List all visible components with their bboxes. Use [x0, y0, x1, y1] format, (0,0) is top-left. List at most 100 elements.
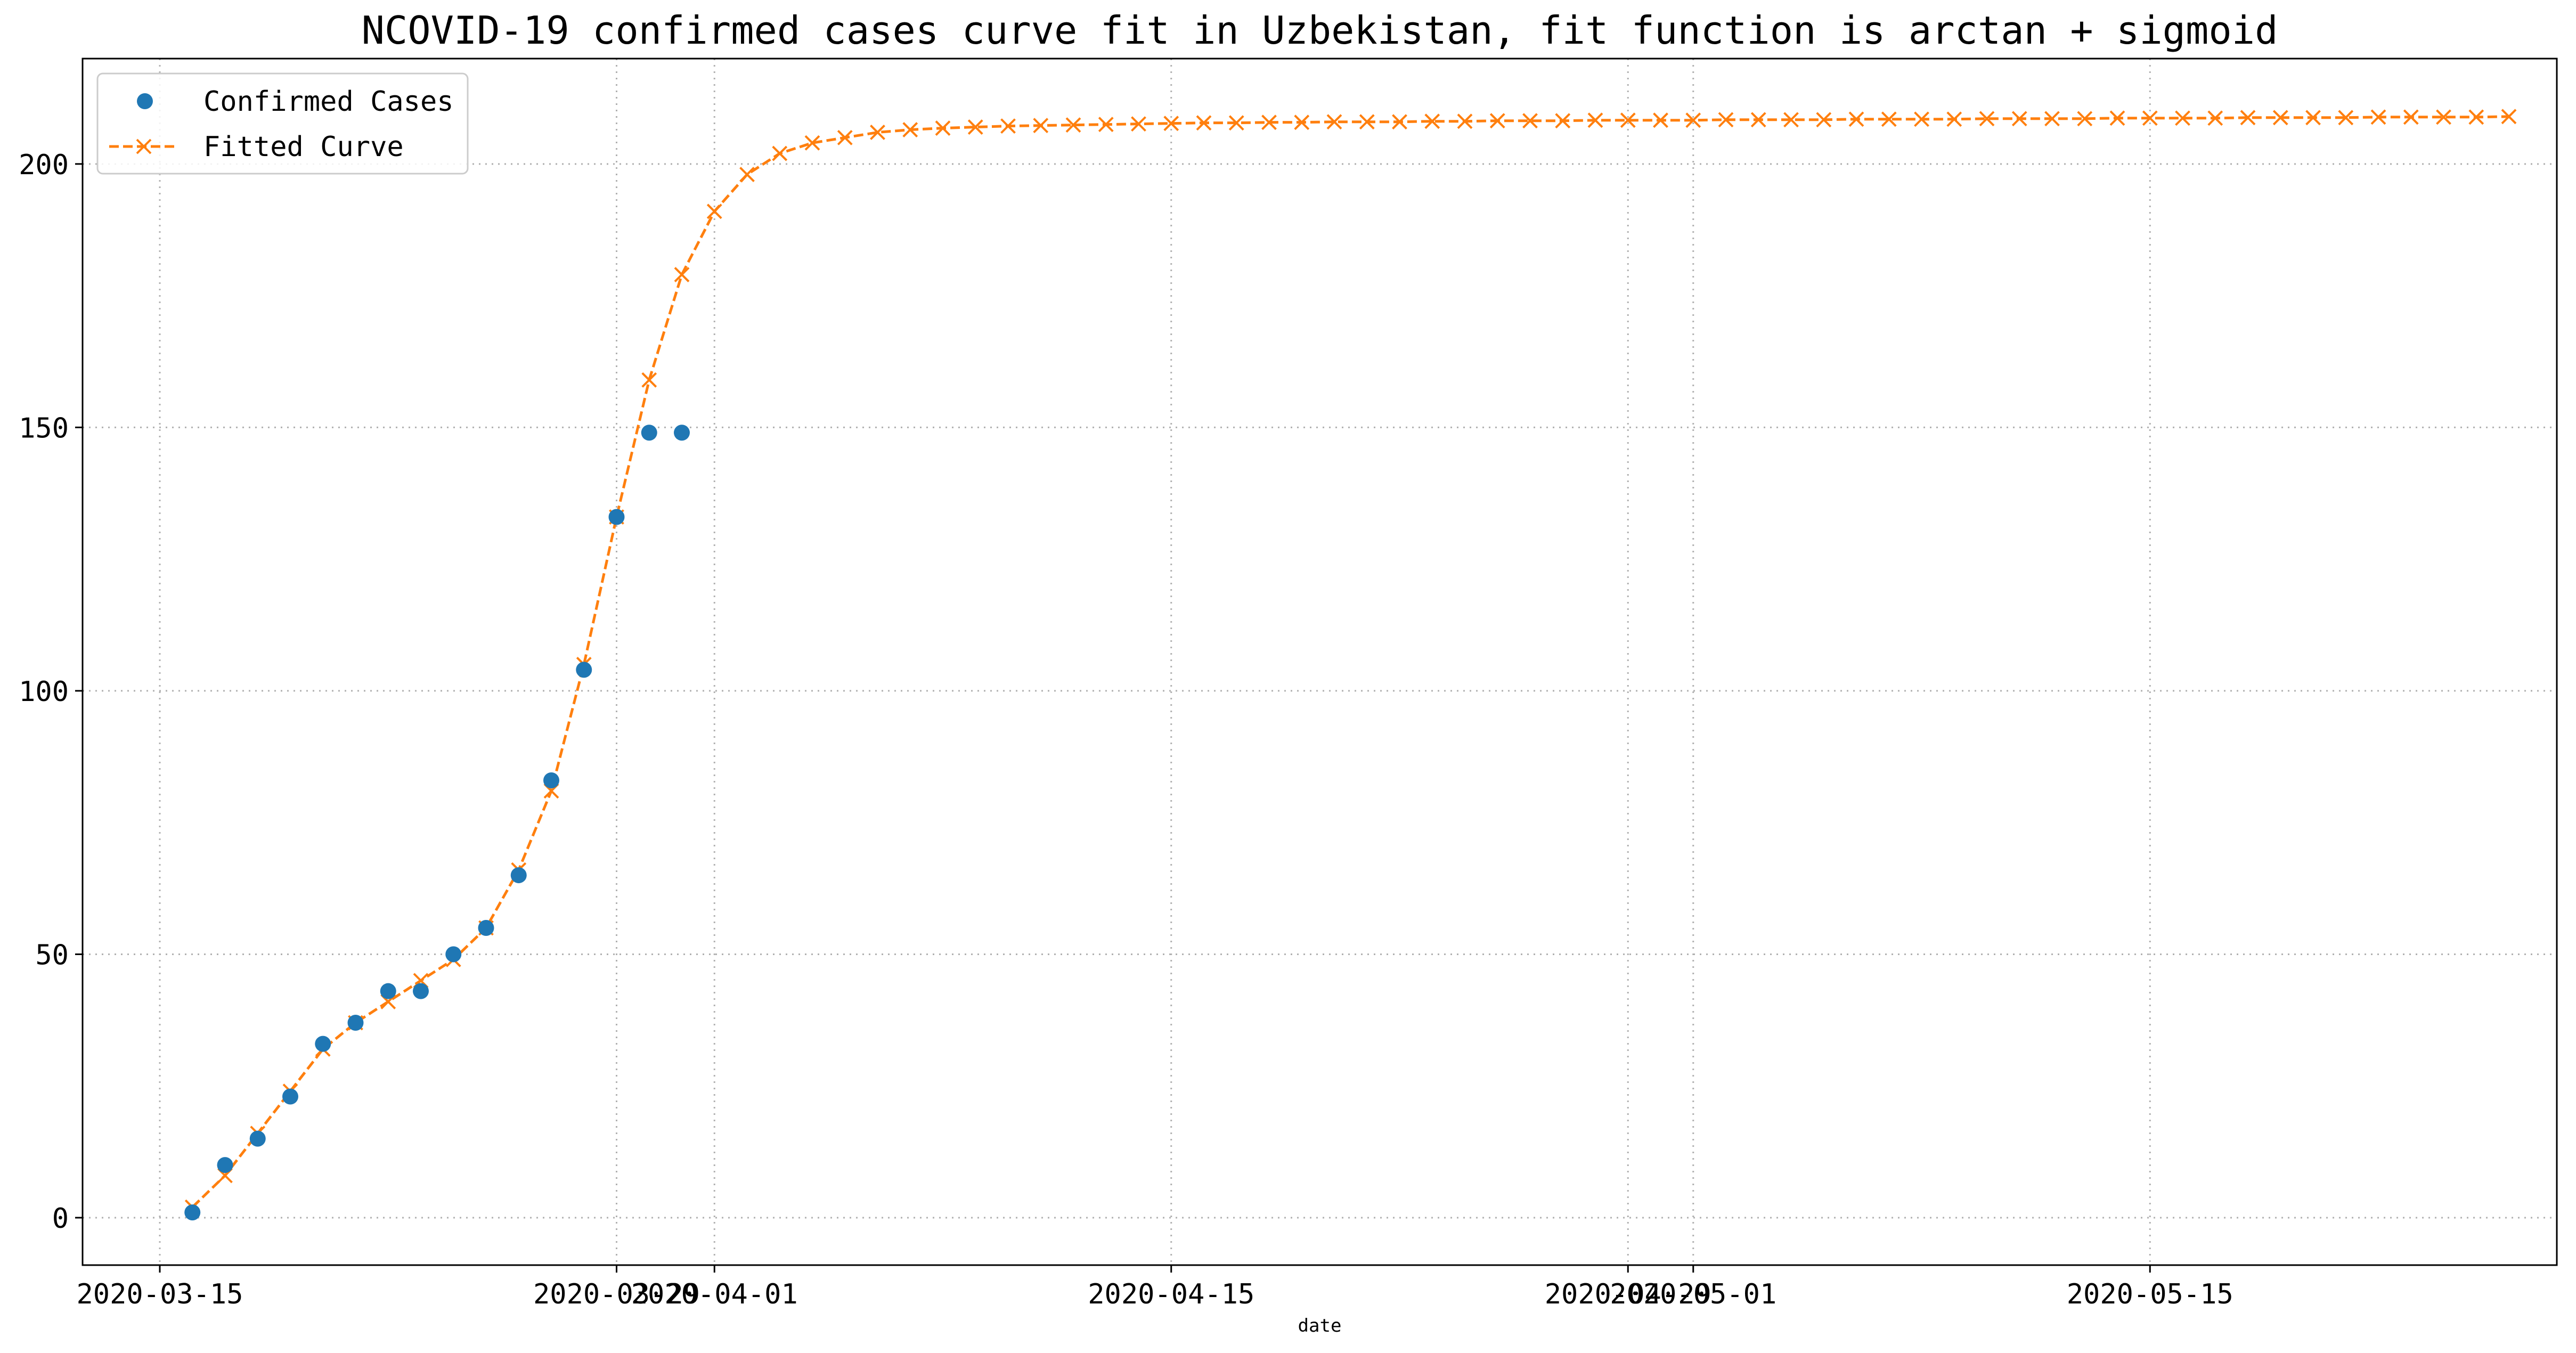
fitted-curve-point	[1718, 112, 1734, 128]
fitted-curve-point	[935, 120, 951, 136]
fitted-curve-point	[1131, 116, 1146, 132]
confirmed-cases-point	[380, 983, 396, 999]
fitted-curve-marker-stroke	[1261, 115, 1277, 131]
confirmed-cases-point	[608, 509, 625, 525]
fitted-curve-point	[674, 267, 690, 282]
fitted-curve-marker-stroke	[2305, 110, 2321, 126]
fitted-curve-marker-stroke	[1033, 118, 1049, 134]
fitted-curve-point	[1946, 111, 1962, 127]
fitted-curve-marker-stroke	[2077, 111, 2093, 127]
fitted-curve-marker-stroke	[1587, 112, 1603, 128]
fitted-curve-marker-stroke	[837, 129, 853, 145]
confirmed-cases-point	[184, 1204, 201, 1221]
fitted-curve-marker-stroke	[2142, 110, 2158, 126]
fitted-curve-marker-stroke	[2240, 110, 2256, 126]
fitted-curve-point	[2142, 110, 2158, 126]
fitted-curve-point	[1065, 117, 1081, 133]
confirmed-cases-point	[543, 772, 559, 789]
fitted-curve-marker-stroke	[1555, 113, 1571, 129]
fitted-curve-point	[1750, 112, 1766, 128]
fitted-curve-marker-stroke	[870, 125, 885, 140]
fitted-curve-point	[1783, 112, 1799, 128]
fitted-curve-point	[1587, 112, 1603, 128]
fitted-curve-marker-stroke	[2501, 109, 2517, 125]
legend-label-confirmed-cases[interactable]: Confirmed Cases	[203, 86, 454, 118]
fitted-curve-point	[837, 129, 853, 145]
fitted-curve-marker-stroke	[935, 120, 951, 136]
fitted-curve-marker-stroke	[2338, 110, 2354, 126]
fitted-curve-marker-stroke	[1489, 113, 1505, 129]
fitted-curve-point	[1392, 114, 1407, 130]
confirmed-cases-point	[249, 1130, 266, 1147]
fitted-curve-point	[2272, 110, 2288, 126]
fitted-curve-marker-stroke	[1228, 115, 1244, 131]
fitted-curve-point	[1457, 113, 1473, 129]
fitted-curve-point	[1848, 111, 1864, 127]
fitted-curve-point	[2109, 110, 2125, 126]
fitted-curve-point	[1326, 114, 1342, 130]
fitted-curve-line	[191, 115, 2509, 1208]
x-tick-label: 2020-05-01	[1610, 1278, 1776, 1310]
fitted-curve-point	[804, 135, 820, 151]
confirmed-cases-point	[641, 425, 657, 441]
fitted-curve-point	[706, 203, 722, 219]
fitted-curve-point	[2468, 109, 2484, 125]
confirmed-cases-point	[576, 662, 592, 678]
confirmed-cases-point	[510, 867, 527, 884]
y-tick-label: 0	[52, 1203, 69, 1235]
confirmed-cases-point	[347, 1015, 364, 1031]
fitted-curve-marker-stroke	[2436, 109, 2451, 125]
fitted-curve-point	[2501, 109, 2517, 125]
fitted-curve-marker-stroke	[1881, 111, 1897, 127]
fitted-curve-point	[967, 119, 983, 135]
confirmed-cases-point	[282, 1088, 298, 1105]
fitted-curve-point	[1620, 112, 1636, 128]
fitted-curve-marker-stroke	[1750, 112, 1766, 128]
fitted-curve-point	[1979, 111, 1995, 127]
legend[interactable]: Confirmed Cases Fitted Curve	[96, 72, 469, 175]
fitted-curve-point	[1914, 111, 1929, 127]
fitted-curve-marker-stroke	[1816, 112, 1832, 128]
confirmed-cases-point	[674, 425, 690, 441]
fitted-curve-point	[1000, 118, 1016, 134]
x-axis-label: date	[1298, 1315, 1342, 1336]
fitted-curve-point	[1555, 113, 1571, 129]
fitted-curve-marker-stroke	[1685, 112, 1701, 128]
confirmed-cases-point	[478, 919, 494, 936]
fitted-curve-marker-stroke	[1979, 111, 1995, 127]
legend-label-fitted-curve[interactable]: Fitted Curve	[203, 131, 404, 163]
fitted-curve-marker-stroke	[1359, 114, 1375, 130]
fitted-curve-marker-stroke	[1946, 111, 1962, 127]
fitted-curve-marker-stroke	[772, 145, 788, 161]
fitted-curve-point	[2436, 109, 2451, 125]
fitted-curve-marker-stroke	[641, 372, 657, 388]
fitted-curve-marker-stroke	[2109, 110, 2125, 126]
fitted-curve-point	[772, 145, 788, 161]
fitted-curve-point	[2077, 111, 2093, 127]
fitted-curve-marker-stroke	[674, 267, 690, 282]
fitted-curve-point	[1424, 113, 1440, 129]
fitted-curve-point	[739, 167, 755, 183]
y-tick-label: 50	[35, 939, 69, 971]
fitted-curve-point	[2240, 110, 2256, 126]
fitted-curve-marker-stroke	[1196, 115, 1212, 131]
fitted-curve-point	[2338, 110, 2354, 126]
fitted-curve-point	[2370, 109, 2386, 125]
fitted-curve-point	[2044, 111, 2060, 127]
x-tick-label: 2020-05-15	[2067, 1278, 2233, 1310]
fitted-curve-marker-stroke	[2370, 109, 2386, 125]
fitted-curve-marker-stroke	[1914, 111, 1929, 127]
x-tick-label: 2020-04-15	[1088, 1278, 1254, 1310]
fitted-curve-marker-stroke	[2044, 111, 2060, 127]
confirmed-cases-point	[445, 946, 462, 963]
fitted-curve-point	[870, 125, 885, 140]
chart-title: NCOVID-19 confirmed cases curve fit in U…	[362, 8, 2278, 53]
legend-swatch-confirmed-cases	[137, 93, 153, 109]
fitted-curve-marker-stroke	[1620, 112, 1636, 128]
fitted-curve-point	[1522, 113, 1538, 129]
y-tick-label: 150	[19, 412, 69, 444]
grid-layer	[83, 59, 2557, 1265]
fitted-curve-marker-stroke	[1326, 114, 1342, 130]
